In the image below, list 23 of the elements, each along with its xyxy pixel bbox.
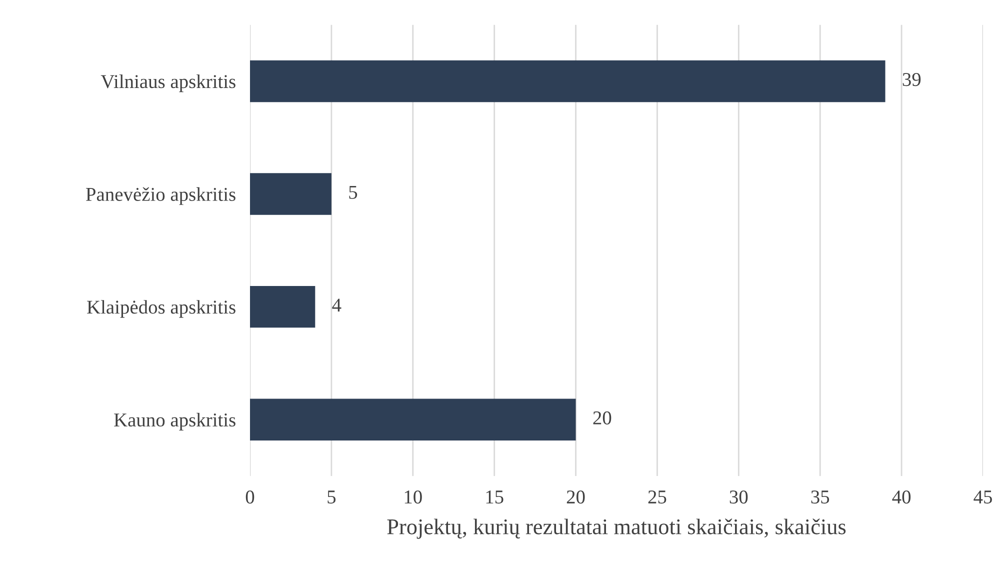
bar	[250, 398, 576, 440]
y-tick-label: Panevėžio apskritis	[86, 187, 236, 205]
x-tick-label: 45	[974, 490, 992, 504]
y-tick-label: Vilniaus apskritis	[100, 74, 236, 92]
data-label: 5	[349, 186, 358, 199]
data-label: 20	[593, 411, 612, 424]
x-tick-label: 5	[328, 490, 336, 504]
bar	[250, 286, 316, 328]
x-tick-label: 0	[246, 490, 254, 504]
x-tick-label: 20	[566, 490, 585, 504]
y-tick-label: Kauno apskritis	[114, 412, 236, 431]
x-tick-label: 30	[730, 490, 748, 504]
x-tick-label: 40	[892, 490, 911, 504]
x-tick-label: 25	[648, 490, 666, 504]
x-tick-label: 35	[811, 490, 830, 504]
x-axis-title: Projektų, kurių rezultatai matuoti skaičiais, skaičius	[387, 518, 846, 539]
data-label: 39	[902, 73, 921, 86]
data-label: 4	[332, 298, 342, 312]
bar	[250, 60, 886, 102]
x-tick-label: 15	[486, 490, 504, 504]
y-tick-label: Klaipėdos apskritis	[87, 300, 236, 318]
bar	[250, 173, 332, 215]
x-tick-label: 10	[404, 490, 422, 504]
